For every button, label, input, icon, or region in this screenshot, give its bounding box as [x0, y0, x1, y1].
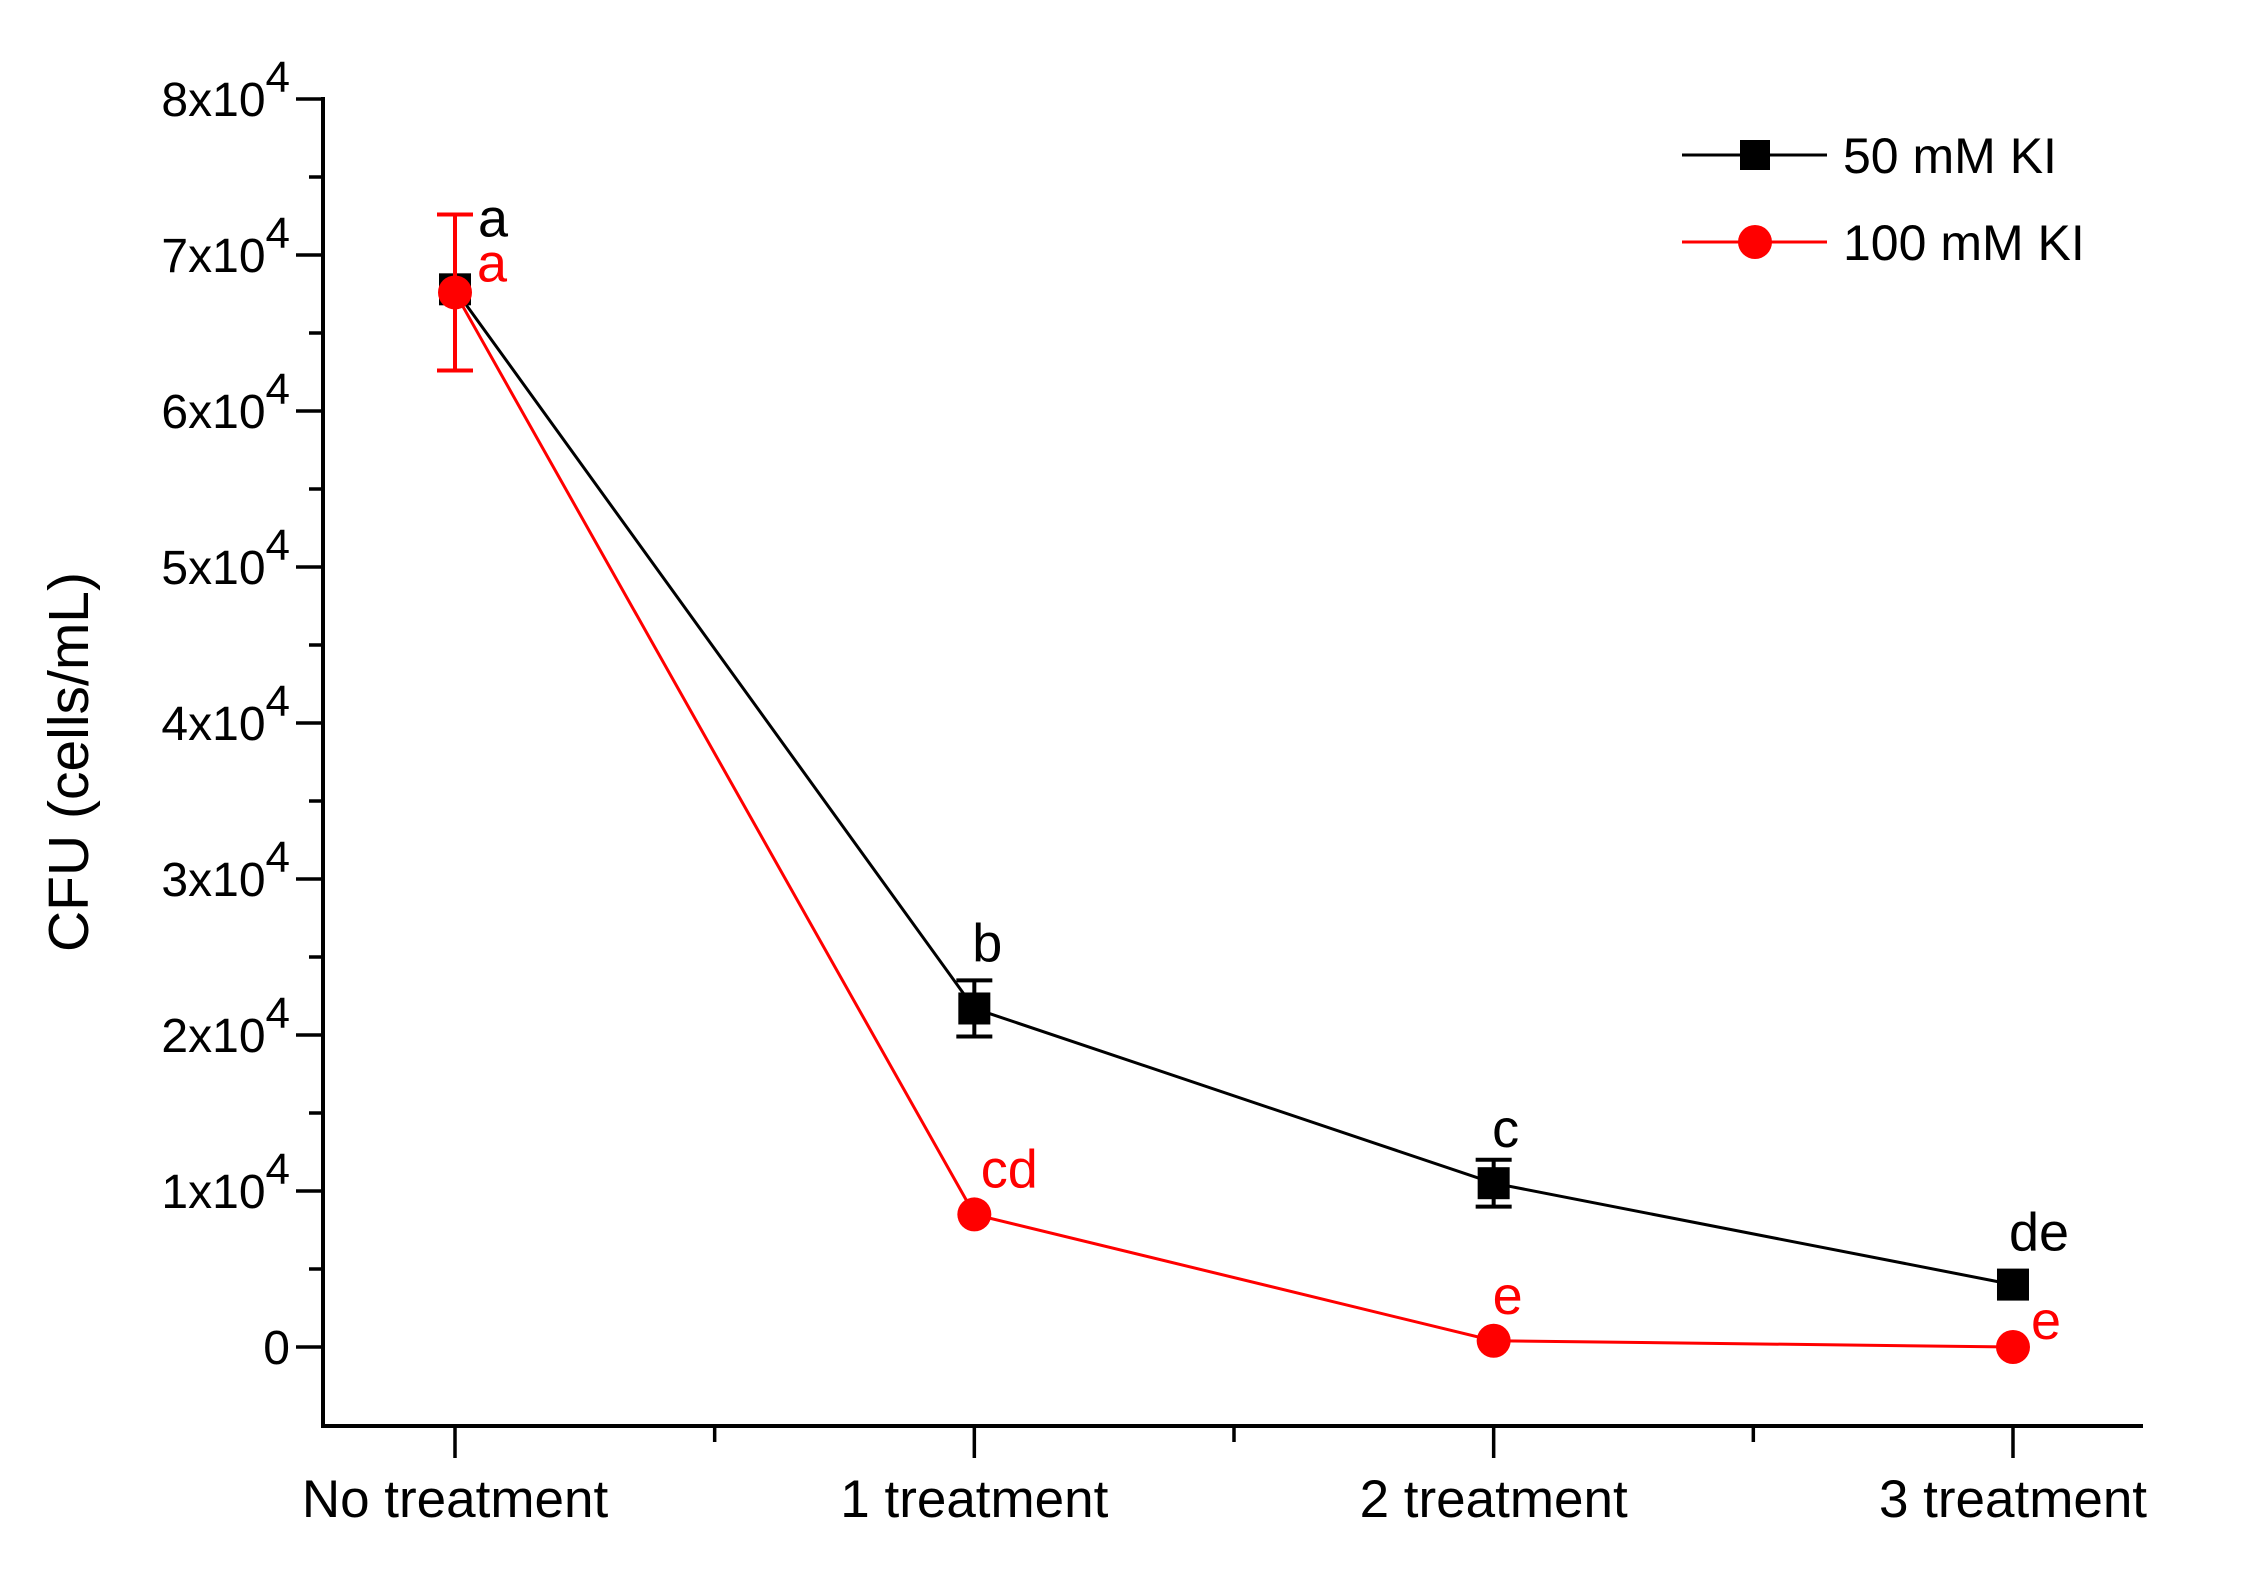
y-tick-label: 3x104: [161, 833, 290, 907]
x-tick-label: 1 treatment: [840, 1470, 1108, 1529]
series-line-0: [453, 288, 2014, 1287]
legend-marker-circle: [1738, 225, 1772, 259]
y-tick-label: 6x104: [161, 365, 290, 439]
legend-entry: 100 mM KI: [1682, 215, 2085, 271]
data-point-square: [1477, 1167, 1510, 1200]
x-tick-label: 2 treatment: [1360, 1470, 1628, 1529]
significance-letter: c: [1492, 1099, 1519, 1159]
significance-letter: e: [1493, 1266, 1523, 1326]
y-tick-label: 4x104: [161, 677, 290, 751]
data-point-circle: [1476, 1323, 1511, 1358]
y-tick-label: 8x104: [161, 53, 290, 127]
chart-canvas: 0 1x104 2x104 3x104 4x104 5x104 6x104 7x104 8x10…: [161, 53, 2147, 1529]
legend-label: 50 mM KI: [1843, 128, 2057, 184]
significance-letter: b: [972, 913, 1002, 973]
y-tick-label: 5x104: [161, 521, 290, 595]
significance-letter: a: [477, 233, 508, 293]
legend-label: 100 mM KI: [1843, 215, 2085, 271]
y-tick-label: 7x104: [161, 209, 290, 283]
y-tick-label: 0: [263, 1322, 290, 1375]
legend-entry: 50 mM KI: [1682, 128, 2057, 184]
y-axis-title: CFU (cells/mL): [37, 572, 101, 952]
y-tick-label: 1x104: [161, 1145, 290, 1219]
legend: 50 mM KI 100 mM KI: [1682, 128, 2085, 271]
data-point-square: [958, 992, 991, 1025]
significance-letter: de: [2009, 1203, 2069, 1263]
legend-marker-square: [1740, 140, 1770, 170]
x-tick-label: No treatment: [302, 1470, 609, 1529]
y-tick-label: 2x104: [161, 989, 290, 1063]
series-line-1: [453, 291, 2014, 1349]
data-point-circle: [438, 275, 472, 310]
data-point-square: [1996, 1268, 2029, 1301]
significance-letter: e: [2031, 1291, 2061, 1351]
data-point-circle: [1995, 1330, 2030, 1364]
x-tick-label: 3 treatment: [1879, 1470, 2147, 1529]
significance-letter: cd: [981, 1139, 1038, 1199]
data-point-circle: [957, 1197, 992, 1232]
significance-letter: a: [478, 188, 509, 248]
